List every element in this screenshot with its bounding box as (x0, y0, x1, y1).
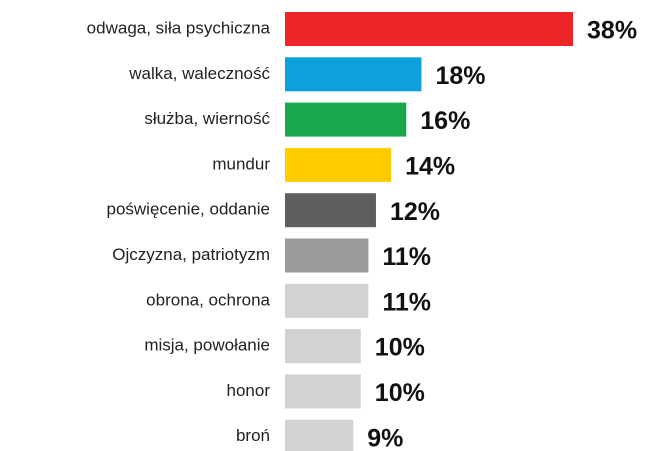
bar (285, 12, 574, 46)
value-label: 9% (367, 424, 403, 451)
bar (285, 283, 369, 318)
category-label: odwaga, siła psychiczna (87, 18, 271, 37)
category-label: obrona, ochrona (146, 290, 270, 309)
bar (285, 419, 354, 451)
category-label: służba, wierność (144, 109, 270, 128)
bar (285, 374, 361, 409)
category-label: misja, powołanie (144, 336, 270, 355)
category-label: broń (236, 426, 270, 445)
bar (285, 329, 361, 364)
value-label: 10% (375, 379, 425, 407)
bar (285, 102, 407, 137)
value-label: 18% (435, 62, 485, 90)
value-label: 11% (382, 243, 431, 271)
category-label: Ojczyzna, patriotyzm (112, 245, 270, 264)
category-label: honor (227, 381, 271, 400)
value-label: 16% (420, 107, 470, 135)
value-label: 10% (375, 334, 425, 362)
value-label: 12% (390, 198, 440, 226)
category-label: poświęcenie, oddanie (106, 200, 270, 219)
bar (285, 147, 392, 182)
bar (285, 57, 422, 92)
bar (285, 193, 376, 228)
category-label: walka, waleczność (128, 64, 270, 83)
category-label: mundur (212, 154, 270, 173)
value-label: 11% (382, 288, 431, 316)
value-label: 38% (587, 17, 637, 45)
value-label: 14% (405, 153, 455, 181)
bar (285, 238, 369, 273)
